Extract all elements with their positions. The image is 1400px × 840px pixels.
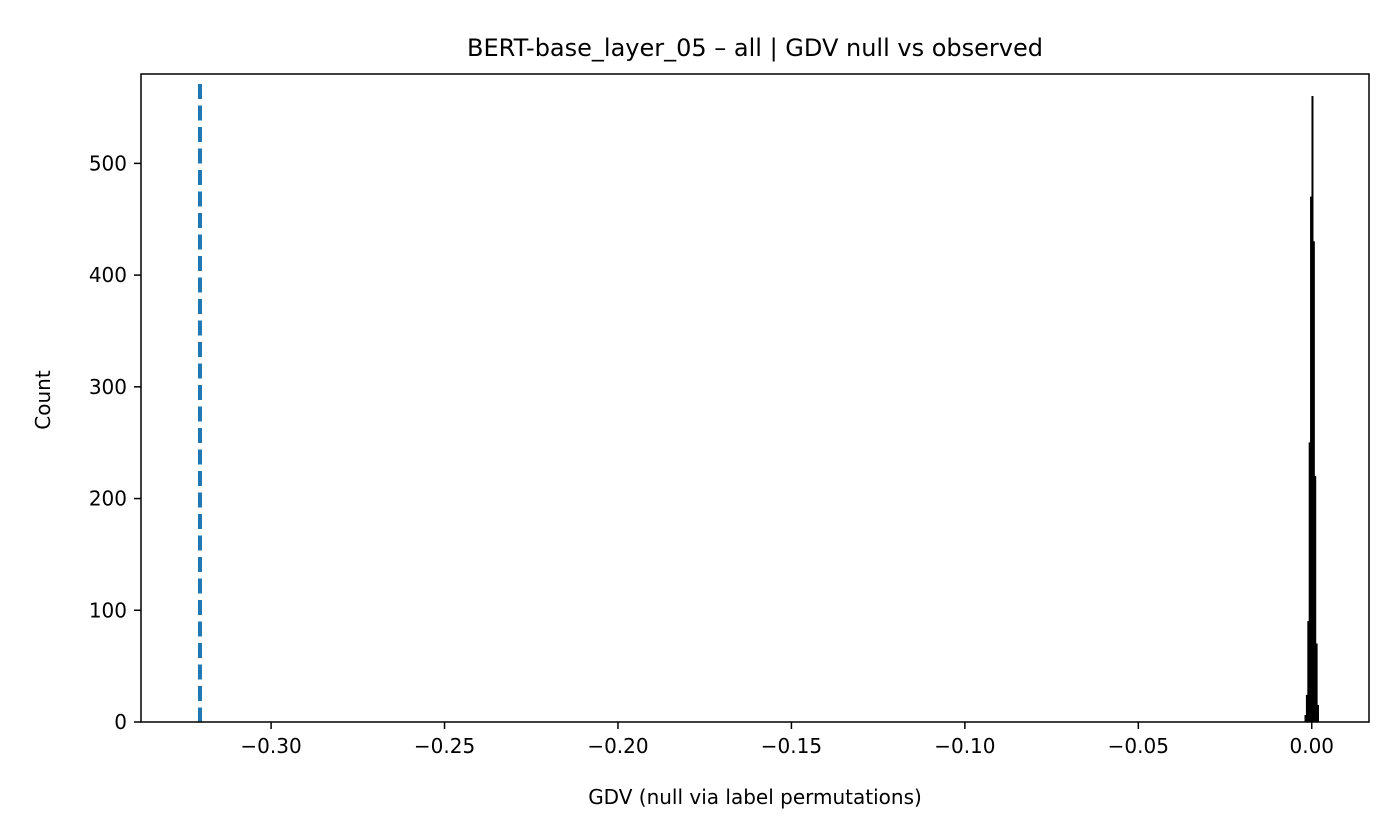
x-tick-label: −0.20 xyxy=(587,734,648,758)
y-tick-label: 400 xyxy=(89,263,127,287)
y-tick-label: 0 xyxy=(114,710,127,734)
x-tick-label: −0.15 xyxy=(761,734,822,758)
x-tick-label: −0.05 xyxy=(1108,734,1169,758)
y-axis-ticks: 0 100 200 300 400 500 xyxy=(89,151,141,734)
x-tick-label: 0.00 xyxy=(1289,734,1334,758)
plot-area xyxy=(197,84,1320,723)
x-tick-label: −0.10 xyxy=(934,734,995,758)
y-axis-label: Count xyxy=(31,370,55,430)
x-axis-label: GDV (null via label permutations) xyxy=(588,785,922,809)
plot-frame xyxy=(140,73,1370,723)
chart-title: BERT-base_layer_05 – all | GDV null vs o… xyxy=(467,34,1043,62)
x-tick-label: −0.30 xyxy=(240,734,301,758)
y-tick-label: 200 xyxy=(89,487,127,511)
y-tick-label: 300 xyxy=(89,375,127,399)
y-tick-label: 100 xyxy=(89,598,127,622)
y-tick-label: 500 xyxy=(89,151,127,175)
histogram-bar xyxy=(1317,704,1320,723)
x-tick-label: −0.25 xyxy=(414,734,475,758)
x-axis-ticks: −0.30 −0.25 −0.20 −0.15 −0.10 −0.05 0.00 xyxy=(240,722,1334,758)
